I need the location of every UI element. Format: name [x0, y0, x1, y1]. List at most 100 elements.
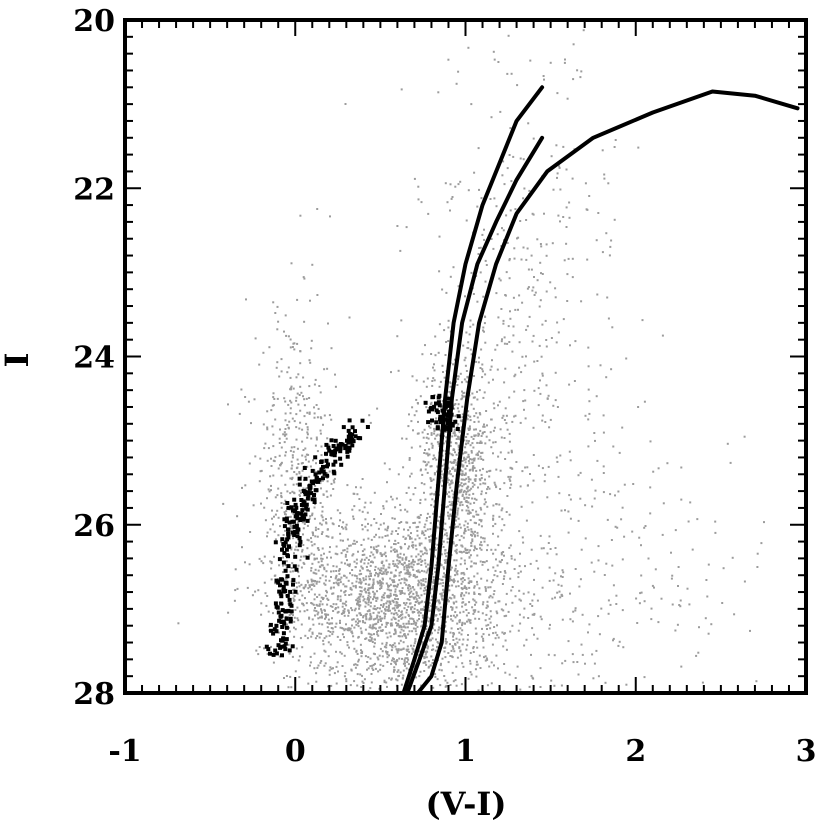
field-star-point — [467, 618, 470, 621]
field-star-point — [364, 621, 367, 624]
blue-plume-star-point — [290, 530, 295, 535]
field-star-point — [293, 446, 296, 449]
field-star-point — [326, 367, 329, 370]
field-star-point — [270, 465, 273, 467]
field-star-point — [369, 624, 372, 627]
field-star-point — [450, 482, 453, 485]
field-star-point — [649, 512, 652, 515]
field-star-point — [420, 594, 423, 597]
field-star-point — [457, 285, 460, 288]
field-star-point — [380, 599, 383, 602]
field-star-point — [415, 548, 418, 551]
field-star-point — [407, 658, 410, 661]
field-star-point — [508, 513, 511, 516]
field-star-point — [399, 582, 402, 585]
field-star-point — [300, 391, 303, 394]
field-star-point — [402, 625, 405, 628]
field-star-point — [451, 619, 454, 622]
field-star-point — [379, 647, 382, 650]
field-star-point — [325, 635, 328, 638]
field-star-point — [398, 642, 401, 645]
field-star-point — [461, 493, 464, 496]
field-star-point — [400, 563, 403, 566]
field-star-point — [367, 587, 370, 590]
field-star-point — [500, 436, 503, 439]
field-star-point — [385, 643, 388, 646]
blue-plume-star-point — [274, 629, 279, 634]
field-star-point — [707, 563, 710, 566]
field-star-point — [500, 553, 503, 556]
axis-ticks — [124, 19, 807, 694]
field-star-point — [290, 686, 293, 689]
field-star-point — [545, 345, 548, 348]
field-star-point — [379, 618, 382, 620]
red-clump-star-point — [445, 403, 450, 408]
red-clump-star-point — [445, 418, 450, 423]
blue-plume-star-point — [294, 523, 299, 528]
field-star-point — [397, 598, 399, 601]
field-star-point — [359, 604, 362, 607]
field-star-point — [341, 665, 344, 667]
field-star-point — [386, 622, 389, 624]
field-star-point — [447, 495, 450, 498]
field-star-point — [234, 589, 237, 592]
field-star-point — [308, 517, 311, 520]
field-star-point — [324, 583, 327, 586]
field-star-point — [403, 581, 406, 584]
field-star-point — [457, 423, 460, 426]
field-star-point — [315, 436, 318, 439]
field-star-point — [306, 465, 309, 468]
field-star-point — [306, 431, 309, 434]
field-star-point — [378, 536, 381, 539]
field-star-point — [446, 493, 448, 496]
field-star-point — [524, 466, 527, 469]
field-star-point — [268, 490, 271, 493]
field-star-point — [549, 623, 551, 626]
field-star-point — [309, 515, 312, 518]
field-star-point — [396, 651, 399, 654]
field-star-point — [469, 444, 472, 447]
field-star-point — [268, 346, 271, 349]
field-star-point — [509, 127, 512, 130]
field-star-point — [455, 399, 458, 401]
blue-plume-star-point — [348, 439, 353, 444]
field-star-point — [403, 553, 405, 556]
field-star-point — [470, 528, 473, 531]
field-star-point — [313, 553, 316, 556]
field-star-point — [521, 355, 524, 358]
field-star-point — [424, 562, 427, 565]
field-star-point — [380, 604, 382, 607]
field-star-point — [421, 431, 424, 434]
field-star-point — [311, 512, 314, 515]
field-star-point — [529, 603, 532, 605]
field-star-point — [484, 655, 487, 658]
field-star-point — [377, 670, 380, 673]
field-star-point — [640, 591, 643, 594]
field-star-point — [398, 674, 400, 677]
field-star-point — [537, 387, 540, 390]
field-star-point — [417, 559, 420, 562]
field-star-point — [701, 681, 704, 684]
field-star-point — [442, 540, 445, 543]
field-star-point — [320, 533, 323, 535]
field-star-point — [343, 636, 345, 639]
blue-plume-star-point — [356, 436, 361, 440]
field-star-point — [514, 373, 517, 376]
field-star-point — [405, 557, 407, 559]
field-star-point — [282, 571, 284, 574]
field-star-point — [388, 585, 391, 587]
field-star-point — [377, 575, 380, 578]
field-star-point — [399, 591, 402, 594]
field-star-point — [289, 376, 292, 379]
field-star-point — [432, 659, 434, 661]
field-star-point — [417, 602, 420, 604]
field-star-point — [311, 584, 314, 586]
field-star-point — [481, 627, 483, 630]
field-star-point — [289, 477, 292, 480]
field-star-point — [464, 527, 467, 530]
field-star-point — [296, 447, 299, 450]
field-star-point — [460, 587, 463, 589]
field-star-point — [395, 601, 398, 603]
field-star-point — [408, 571, 411, 574]
field-star-point — [339, 626, 342, 629]
